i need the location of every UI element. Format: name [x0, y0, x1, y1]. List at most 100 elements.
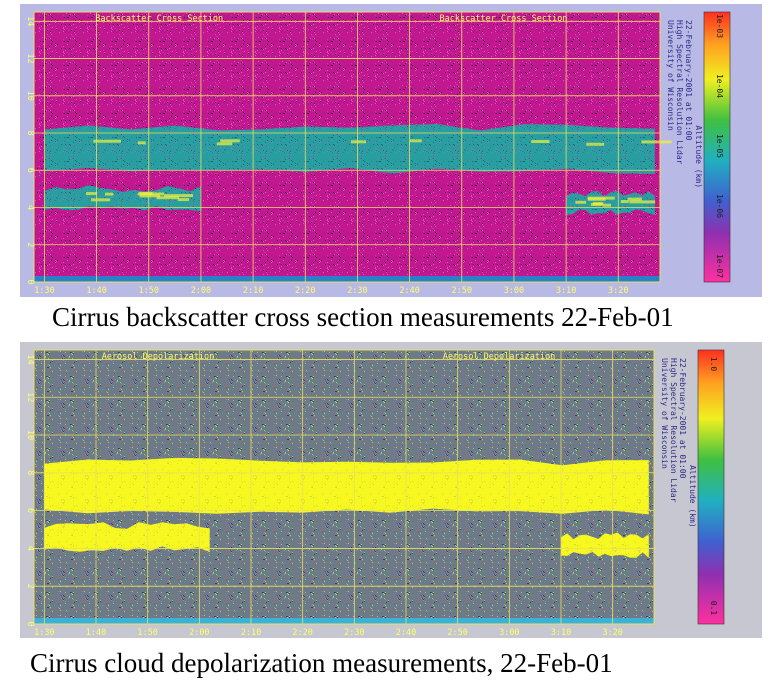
- cloud-highlight: [531, 140, 550, 143]
- x-tick-label: 2:30: [347, 286, 367, 296]
- cloud-highlight: [90, 198, 111, 202]
- cloud-highlight: [641, 140, 672, 144]
- y-tick-label: 10: [25, 430, 35, 440]
- cloud-highlight: [575, 200, 587, 204]
- x-tick-label: 1:30: [34, 286, 54, 296]
- x-tick-label: 3:10: [551, 628, 571, 638]
- side-text: University of Wisconsin: [666, 20, 675, 131]
- x-tick-label: 2:10: [241, 628, 261, 638]
- cloud-highlight: [164, 194, 194, 198]
- y-axis-label: Altitude (km): [688, 465, 697, 528]
- x-tick-label: 1:40: [86, 286, 106, 296]
- colorbar-label: 1e-04: [715, 74, 724, 98]
- cloud-highlight: [137, 192, 165, 196]
- cloud-layers: [44, 124, 672, 215]
- x-tick-label: 3:00: [499, 628, 519, 638]
- ground-strip: [34, 276, 660, 282]
- y-tick-label: 6: [25, 508, 35, 513]
- x-tick-label: 1:50: [137, 628, 157, 638]
- plot-frame: [33, 11, 661, 283]
- y-tick-label: 8: [25, 130, 35, 135]
- colorbar-label: 1e-05: [715, 134, 724, 158]
- cloud-highlight: [629, 200, 656, 204]
- side-text: 22-February-2001 at 01:00: [678, 358, 687, 479]
- y-tick-label: 14: [25, 354, 35, 364]
- side-text: High Spectral Resolution Lidar: [675, 20, 684, 165]
- cloud-highlight: [177, 198, 190, 202]
- x-tick-label: 3:00: [504, 286, 524, 296]
- x-tick-label: 1:40: [86, 628, 106, 638]
- cloud-highlight: [137, 141, 146, 145]
- cloud-highlight: [85, 192, 97, 195]
- side-text: High Spectral Resolution Lidar: [669, 358, 678, 503]
- x-tick-label: 3:20: [602, 628, 622, 638]
- depolarization-panel: 1:30 1:40 1:50 2:00 2:10 2:20 2:30 2:40 2:50 3:00…: [20, 342, 762, 638]
- cloud-highlight: [156, 196, 179, 200]
- x-tick-label: 3:20: [608, 286, 628, 296]
- cloud-texture: [44, 124, 655, 174]
- cloud-highlight: [620, 200, 629, 203]
- cloud-highlight: [587, 196, 615, 200]
- x-tick-label: 2:40: [396, 628, 416, 638]
- plot-frame: [33, 349, 655, 625]
- cloud-highlight: [590, 203, 603, 206]
- ground-strip: [34, 618, 654, 624]
- depolarization-caption: Cirrus cloud depolarization measurements…: [30, 648, 613, 678]
- colorbar-label: 1e-07: [715, 254, 724, 278]
- x-tick-label: 2:50: [452, 286, 472, 296]
- x-tick-label: 2:00: [191, 286, 211, 296]
- cloud-highlight: [216, 142, 233, 146]
- depolarization-plot: 1:30 1:40 1:50 2:00 2:10 2:20 2:30 2:40 2:50 3:00…: [25, 349, 725, 638]
- y-tick-label: 14: [25, 16, 35, 26]
- x-tick-label: 2:10: [243, 286, 263, 296]
- colorbar-label: 1e-03: [715, 14, 724, 38]
- backscatter-panel: 1:30 1:40 1:50 2:00 2:10 2:20 2:30 2:40 2:50 3:00…: [20, 4, 762, 297]
- panel-title: Aerosol Depolarization: [443, 352, 556, 362]
- y-tick-label: 2: [25, 584, 35, 589]
- backscatter-plot: 1:30 1:40 1:50 2:00 2:10 2:20 2:30 2:40 2:50 3:00…: [25, 11, 731, 296]
- cloud-highlight: [627, 197, 642, 201]
- cloud-highlight: [409, 139, 422, 143]
- colorbar: [703, 11, 731, 283]
- cloud-highlight: [93, 139, 121, 143]
- colorbar-label: 1e-06: [715, 194, 724, 218]
- cloud-layers: [44, 457, 649, 558]
- x-tick-label: 1:50: [139, 286, 159, 296]
- x-tick-label: 2:40: [399, 286, 419, 296]
- cloud-texture: [44, 185, 201, 212]
- panel-title: Aerosol Depolarization: [102, 352, 215, 362]
- cloud-texture: [561, 532, 649, 558]
- cloud-highlight: [105, 192, 114, 196]
- cloud-highlight: [602, 203, 611, 207]
- y-tick-label: 12: [25, 53, 35, 63]
- y-tick-label: 4: [25, 205, 35, 210]
- x-tick-label: 3:10: [556, 286, 576, 296]
- y-tick-label: 4: [25, 546, 35, 551]
- y-axis-label: Altitude (km): [694, 125, 703, 188]
- backscatter-caption: Cirrus backscatter cross section measure…: [52, 302, 674, 332]
- x-tick-label: 2:00: [189, 628, 209, 638]
- y-tick-label: 0: [25, 621, 35, 626]
- side-text: University of Wisconsin: [660, 358, 669, 469]
- y-tick-label: 2: [25, 242, 35, 247]
- panel-title: Backscatter Cross Section: [95, 14, 223, 24]
- x-tick-label: 2:50: [447, 628, 467, 638]
- y-tick-label: 6: [25, 168, 35, 173]
- y-tick-label: 8: [25, 470, 35, 475]
- colorbar: [697, 349, 725, 625]
- y-tick-label: 10: [25, 91, 35, 101]
- x-tick-label: 2:20: [292, 628, 312, 638]
- cloud-texture: [44, 457, 649, 515]
- cloud-highlight: [586, 142, 605, 146]
- cloud-highlight: [351, 140, 366, 144]
- x-tick-label: 2:20: [295, 286, 315, 296]
- colorbar-label: 1.0: [709, 357, 718, 372]
- cloud-highlight: [139, 194, 160, 198]
- x-tick-label: 2:30: [344, 628, 364, 638]
- y-tick-label: 0: [25, 279, 35, 284]
- panel-title: Backscatter Cross Section: [440, 14, 568, 24]
- grid: [34, 350, 654, 625]
- side-text: 22-February-2001 at 01:00: [684, 20, 693, 141]
- cloud-highlight: [220, 139, 240, 143]
- x-tick-label: 1:30: [34, 628, 54, 638]
